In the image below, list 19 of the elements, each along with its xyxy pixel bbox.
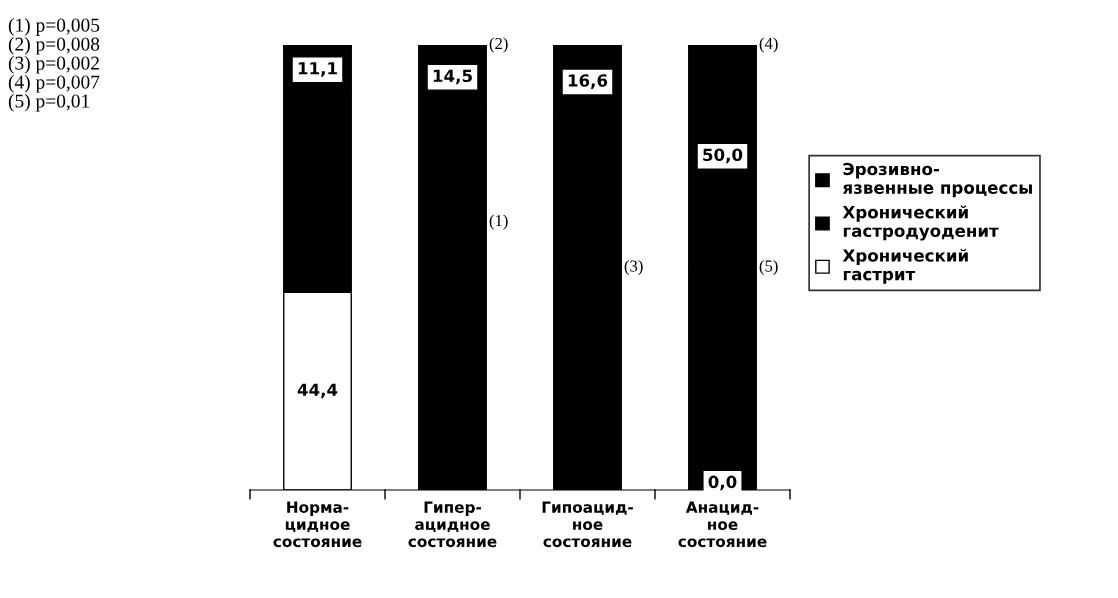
annotation: (3) — [624, 259, 643, 276]
legend-label: Хронический гастрит — [842, 248, 968, 284]
annotation: (1) — [489, 214, 508, 230]
data-label: 50,0 — [703, 148, 743, 164]
legend-label: Эрозивно- язвенные процессы — [842, 162, 1032, 198]
x-tick-label: Гипер- ацидное состояние — [408, 501, 497, 548]
data-label: 14,5 — [433, 69, 472, 85]
data-label: 16,6 — [568, 74, 608, 89]
annotation: (4) — [759, 37, 778, 53]
legend-label: Хронический гастродуоденит — [842, 205, 999, 241]
data-label: 0,0 — [708, 475, 737, 491]
annotation: (5) — [759, 259, 778, 276]
annotation: (2) — [489, 37, 508, 53]
text: (1) p=0,005 (2) p=0,008 (3) p=0,002 (4) p=0,007 (5) p=0,01 — [8, 18, 100, 112]
data-label: 44,4 — [297, 383, 338, 399]
data-label: 11,1 — [298, 62, 337, 77]
x-tick-label: Гипоацид- ное состояние — [542, 501, 633, 548]
x-tick-label: Анацид- ное состояние — [678, 501, 767, 548]
x-tick-label: Норма- цидное состояние — [273, 501, 362, 548]
